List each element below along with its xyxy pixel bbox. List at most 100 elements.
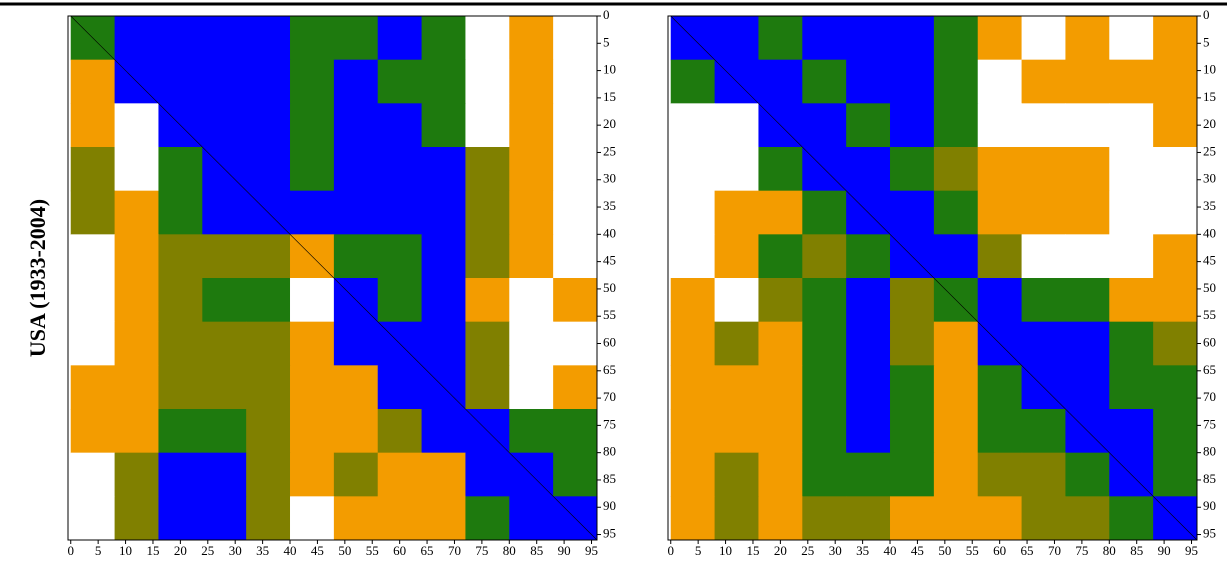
heatmap-cell [202, 452, 247, 497]
heatmap-cell [421, 234, 466, 279]
x-tick-label: 50 [938, 543, 951, 558]
plot-frame [67, 15, 598, 541]
heatmap-cell [246, 59, 291, 104]
heatmap-cell [802, 496, 847, 541]
x-tick-label: 95 [1185, 543, 1198, 558]
heatmap-cell [802, 321, 847, 366]
heatmap-cell [670, 496, 716, 541]
heatmap-cell [290, 103, 335, 148]
heatmap-cell [1021, 103, 1066, 148]
heatmap-cell [509, 321, 554, 366]
heatmap-cell [846, 452, 891, 497]
y-tick-label: 95 [603, 526, 616, 541]
heatmap-cell [890, 452, 935, 497]
heatmap-cell [714, 103, 759, 148]
heatmap-cell [1065, 190, 1110, 235]
y-tick-label: 55 [603, 307, 616, 322]
heatmap-cell [977, 147, 1023, 192]
heatmap-cell [1153, 321, 1198, 366]
y-tick-label: 90 [1203, 498, 1216, 513]
heatmap-cell [890, 190, 935, 235]
y-tick-label: 25 [1203, 143, 1216, 158]
heatmap-cell [333, 496, 379, 541]
y-tick-label: 5 [1203, 34, 1210, 49]
heatmap-cell [1109, 496, 1154, 541]
y-tick-label: 45 [603, 253, 616, 268]
heatmap-cell [158, 278, 203, 323]
heatmap-cell [509, 190, 554, 235]
heatmap-cell [1021, 16, 1066, 61]
heatmap-cell [846, 409, 891, 454]
y-tick-label: 5 [603, 34, 610, 49]
y-tick-label: 10 [603, 62, 616, 77]
heatmap-cell [714, 190, 759, 235]
heatmap-cell [802, 16, 847, 61]
heatmap-cell [70, 103, 116, 148]
heatmap-cell [846, 234, 891, 279]
heatmap-cell [333, 190, 379, 235]
heatmap-cell [1153, 59, 1198, 104]
heatmap-cell [114, 409, 159, 454]
x-tick-label: 0 [67, 543, 74, 558]
y-tick-label: 40 [603, 225, 616, 240]
heatmap-cell [158, 234, 203, 279]
y-tick-label: 35 [603, 198, 616, 213]
heatmap-cell [114, 234, 159, 279]
heatmap-cell [290, 365, 335, 410]
heatmap-cell [377, 278, 423, 323]
heatmap-cell [202, 278, 247, 323]
x-tick-label: 80 [1103, 543, 1116, 558]
heatmap-cell [933, 59, 979, 104]
heatmap-cell [333, 409, 379, 454]
x-tick-label: 35 [256, 543, 269, 558]
heatmap-cell [933, 234, 979, 279]
y-tick-label: 40 [1203, 225, 1216, 240]
heatmap-cell [246, 16, 291, 61]
heatmap-cell [202, 103, 247, 148]
heatmap-cell [846, 496, 891, 541]
y-tick-label: 80 [603, 444, 616, 459]
heatmap-cell [714, 278, 759, 323]
heatmap-cell [890, 103, 935, 148]
heatmap-cell [802, 452, 847, 497]
heatmap-cell [114, 103, 159, 148]
y-tick-label: 30 [603, 171, 616, 186]
heatmap-cell [290, 321, 335, 366]
heatmap-cell [509, 234, 554, 279]
x-tick-label: 70 [1048, 543, 1061, 558]
heatmap-cell [290, 190, 335, 235]
heatmap-cell [70, 409, 116, 454]
heatmap-cell [377, 234, 423, 279]
x-tick-label: 60 [393, 543, 406, 558]
heatmap-cell [114, 321, 159, 366]
heatmap-cell [890, 321, 935, 366]
heatmap-cell [509, 59, 554, 104]
heatmap-cell [846, 59, 891, 104]
x-tick-label: 65 [1021, 543, 1034, 558]
heatmap-cell [465, 496, 510, 541]
heatmap-cell [758, 147, 803, 192]
heatmap-cell [70, 147, 116, 192]
heatmap-cell [553, 452, 598, 497]
heatmap-cell [802, 59, 847, 104]
heatmap-cell [70, 321, 116, 366]
heatmap-cell [933, 147, 979, 192]
heatmap-cell [114, 365, 159, 410]
x-tick-label: 55 [966, 543, 979, 558]
heatmap-cell [1021, 278, 1066, 323]
y-tick-label: 50 [603, 280, 616, 295]
heatmap-cell [333, 321, 379, 366]
y-tick-label: 15 [603, 89, 616, 104]
x-tick-label: 50 [338, 543, 351, 558]
heatmap-cell [802, 190, 847, 235]
heatmap-cell [290, 409, 335, 454]
x-tick-label: 75 [475, 543, 488, 558]
heatmap-cell [202, 59, 247, 104]
heatmap-cell [1153, 103, 1198, 148]
heatmap-cell [70, 234, 116, 279]
y-tick-label: 85 [1203, 471, 1216, 486]
heatmap-cell [977, 234, 1023, 279]
heatmap-cell [1109, 278, 1154, 323]
x-tick-label: 45 [311, 543, 324, 558]
heatmap-cell [114, 496, 159, 541]
